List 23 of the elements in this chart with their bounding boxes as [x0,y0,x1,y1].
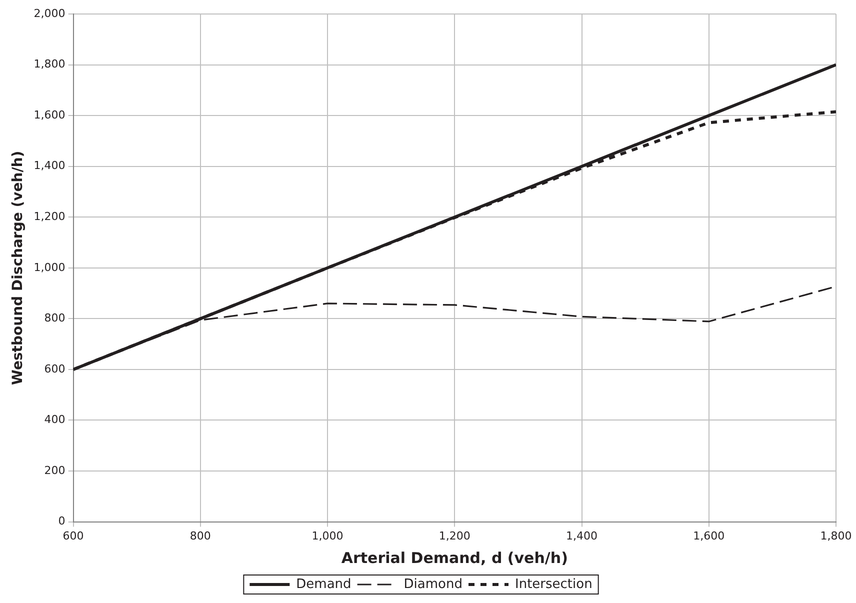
y-tick-label: 200 [44,464,66,477]
y-tick-label: 0 [58,514,66,528]
x-tick-label: 1,000 [312,529,344,542]
legend-label: Intersection [514,576,592,592]
y-tick-label: 400 [44,413,66,426]
y-tick-label: 1,000 [34,260,66,274]
x-tick-label: 1,200 [438,529,470,542]
x-tick-label: 1,800 [820,529,852,542]
legend-label: Demand [296,576,352,592]
y-tick-label: 600 [44,362,66,376]
y-tick-label: 1,600 [34,108,66,122]
y-tick-label: 1,800 [34,58,66,71]
x-tick-label: 1,400 [566,529,598,542]
legend-label: Diamond [404,576,463,592]
y-tick-label: 800 [44,312,66,325]
x-axis-title: Arterial Demand, d (veh/h) [341,548,568,567]
y-tick-label: 1,400 [34,159,66,172]
x-tick-label: 1,600 [693,529,725,542]
x-tick-label: 600 [62,529,84,542]
y-tick-label: 1,200 [34,210,66,223]
y-tick-label: 2,000 [34,6,66,20]
y-axis-title: Westbound Discharge (veh/h) [10,150,26,385]
x-tick-label: 800 [190,529,211,542]
